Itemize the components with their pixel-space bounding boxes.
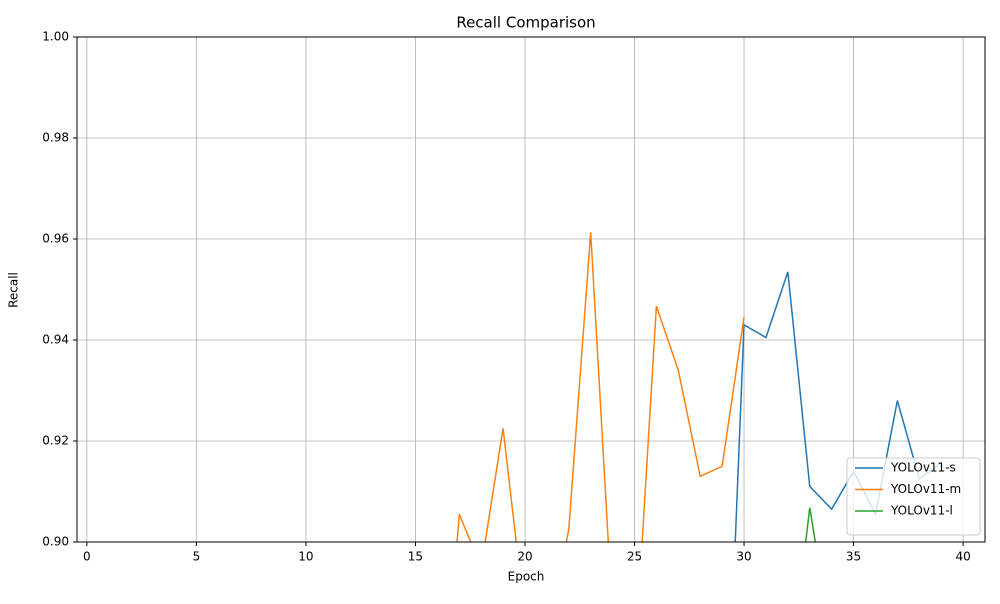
legend-label: YOLOv11-l	[890, 504, 953, 518]
y-tick-label: 0.96	[42, 232, 69, 246]
x-tick-label: 5	[193, 550, 201, 564]
chart-title: Recall Comparison	[456, 14, 595, 32]
legend-label: YOLOv11-s	[890, 461, 956, 475]
x-tick-label: 20	[517, 550, 532, 564]
y-tick-label: 0.98	[42, 131, 69, 145]
x-tick-label: 15	[408, 550, 423, 564]
x-tick-label: 0	[83, 550, 91, 564]
y-tick-label: 0.92	[42, 434, 69, 448]
plot-lines	[456, 232, 942, 542]
x-tick-label: 10	[298, 550, 313, 564]
y-tick-label: 0.94	[42, 333, 69, 347]
x-tick-label: 35	[846, 550, 861, 564]
legend-box	[846, 457, 981, 536]
y-axis-label: Recall	[7, 272, 21, 308]
plot-frame	[76, 36, 986, 543]
series-line	[734, 271, 942, 542]
y-tick-label: 0.90	[42, 535, 69, 549]
x-tick-label: 40	[955, 550, 970, 564]
x-tick-label: 25	[627, 550, 642, 564]
legend: YOLOv11-s YOLOv11-m YOLOv11-l	[846, 457, 981, 536]
series-line	[804, 507, 817, 542]
x-tick-label: 30	[736, 550, 751, 564]
series-line	[456, 232, 745, 542]
x-axis-label: Epoch	[508, 570, 545, 584]
legend-label: YOLOv11-m	[890, 482, 961, 496]
y-tick-label: 1.00	[42, 30, 69, 44]
